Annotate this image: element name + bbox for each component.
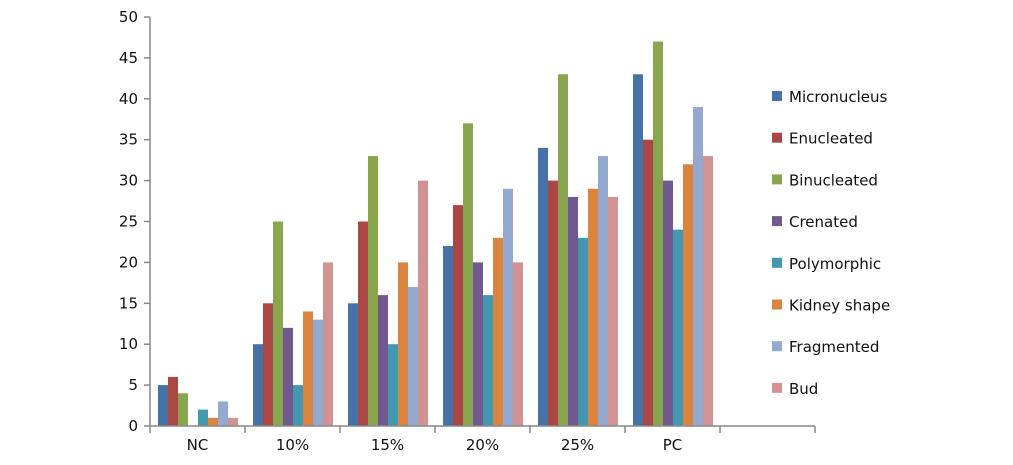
bar-kidney-shape-5: [683, 164, 693, 427]
y-tick-label: 15: [119, 294, 138, 312]
bar-kidney-shape-3: [493, 237, 503, 426]
axes-layer: 0 5 10 15 20 25 30 35 40 45 50 NC 10% 15% 20% 25% PC: [119, 8, 816, 454]
bar-enucleated-1: [263, 303, 273, 426]
bar-micronucleus-0: [158, 385, 168, 426]
x-tick-label: PC: [663, 436, 683, 454]
bar-enucleated-2: [358, 221, 368, 426]
legend-swatch: [772, 341, 782, 352]
bar-binucleated-4: [558, 74, 568, 426]
bar-crenated-5: [663, 180, 673, 426]
legend-swatch: [772, 299, 782, 310]
bar-kidney-shape-2: [398, 262, 408, 426]
bar-bud-2: [418, 180, 428, 426]
bar-polymorphic-2: [388, 344, 398, 426]
legend-label: Micronucleus: [789, 88, 888, 106]
x-tick-label: NC: [187, 436, 209, 454]
y-tick-label: 25: [119, 213, 138, 231]
bar-micronucleus-5: [633, 74, 643, 426]
bar-binucleated-2: [368, 156, 378, 426]
legend-swatch: [772, 382, 782, 393]
y-tick-label: 20: [119, 253, 138, 271]
legend-label: Polymorphic: [789, 255, 881, 273]
bar-fragmented-2: [408, 286, 418, 426]
bar-polymorphic-3: [483, 295, 493, 426]
bar-micronucleus-2: [348, 303, 358, 426]
bar-bud-0: [228, 417, 238, 426]
bar-binucleated-0: [178, 393, 188, 426]
bar-kidney-shape-1: [303, 311, 313, 426]
bar-kidney-shape-4: [588, 188, 598, 426]
bar-polymorphic-5: [673, 229, 683, 426]
legend-swatch: [772, 257, 782, 268]
legend-label: Binucleated: [789, 171, 878, 189]
bar-fragmented-3: [503, 188, 513, 426]
bar-kidney-shape-0: [208, 417, 218, 426]
legend-swatch: [772, 174, 782, 185]
bar-crenated-2: [378, 295, 388, 426]
bar-binucleated-5: [653, 41, 663, 426]
bar-bud-1: [323, 262, 333, 426]
y-tick-label: 35: [119, 131, 138, 149]
legend-swatch: [772, 216, 782, 227]
legend: Micronucleus Enucleated Binucleated Crenate…: [772, 88, 890, 398]
y-tick-label: 50: [119, 8, 138, 26]
bar-enucleated-0: [168, 376, 178, 426]
bar-crenated-4: [568, 196, 578, 426]
y-tick-label: 5: [128, 376, 138, 394]
bar-micronucleus-4: [538, 147, 548, 426]
bar-enucleated-5: [643, 139, 653, 426]
x-tick-label: 25%: [561, 436, 594, 454]
y-tick-label: 0: [128, 417, 138, 435]
bar-polymorphic-4: [578, 237, 588, 426]
bar-polymorphic-1: [293, 385, 303, 426]
y-tick-label: 30: [119, 172, 138, 190]
bar-binucleated-1: [273, 221, 283, 426]
bar-crenated-1: [283, 327, 293, 426]
bar-binucleated-3: [463, 123, 473, 426]
bar-bud-3: [513, 262, 523, 426]
bar-bud-4: [608, 196, 618, 426]
y-tick-label: 45: [119, 49, 138, 67]
bar-bud-5: [703, 156, 713, 426]
bar-enucleated-3: [453, 205, 463, 426]
bar-enucleated-4: [548, 180, 558, 426]
bar-micronucleus-1: [253, 344, 263, 426]
y-tick-label: 40: [119, 90, 138, 108]
bar-fragmented-1: [313, 319, 323, 426]
bars-layer: [158, 41, 713, 427]
legend-swatch: [772, 132, 782, 143]
legend-label: Crenated: [789, 213, 858, 231]
bar-fragmented-5: [693, 106, 703, 426]
legend-label: Kidney shape: [789, 297, 890, 315]
bar-fragmented-4: [598, 156, 608, 426]
bar-polymorphic-0: [198, 409, 208, 426]
legend-label: Bud: [789, 380, 818, 398]
bar-micronucleus-3: [443, 246, 453, 426]
legend-label: Fragmented: [789, 338, 879, 356]
bar-crenated-3: [473, 262, 483, 426]
y-tick-label: 10: [119, 335, 138, 353]
x-tick-label: 20%: [466, 436, 499, 454]
legend-swatch: [772, 91, 782, 101]
legend-label: Enucleated: [789, 130, 873, 148]
x-tick-label: 10%: [276, 436, 309, 454]
x-tick-label: 15%: [371, 436, 404, 454]
bar-fragmented-0: [218, 401, 228, 426]
